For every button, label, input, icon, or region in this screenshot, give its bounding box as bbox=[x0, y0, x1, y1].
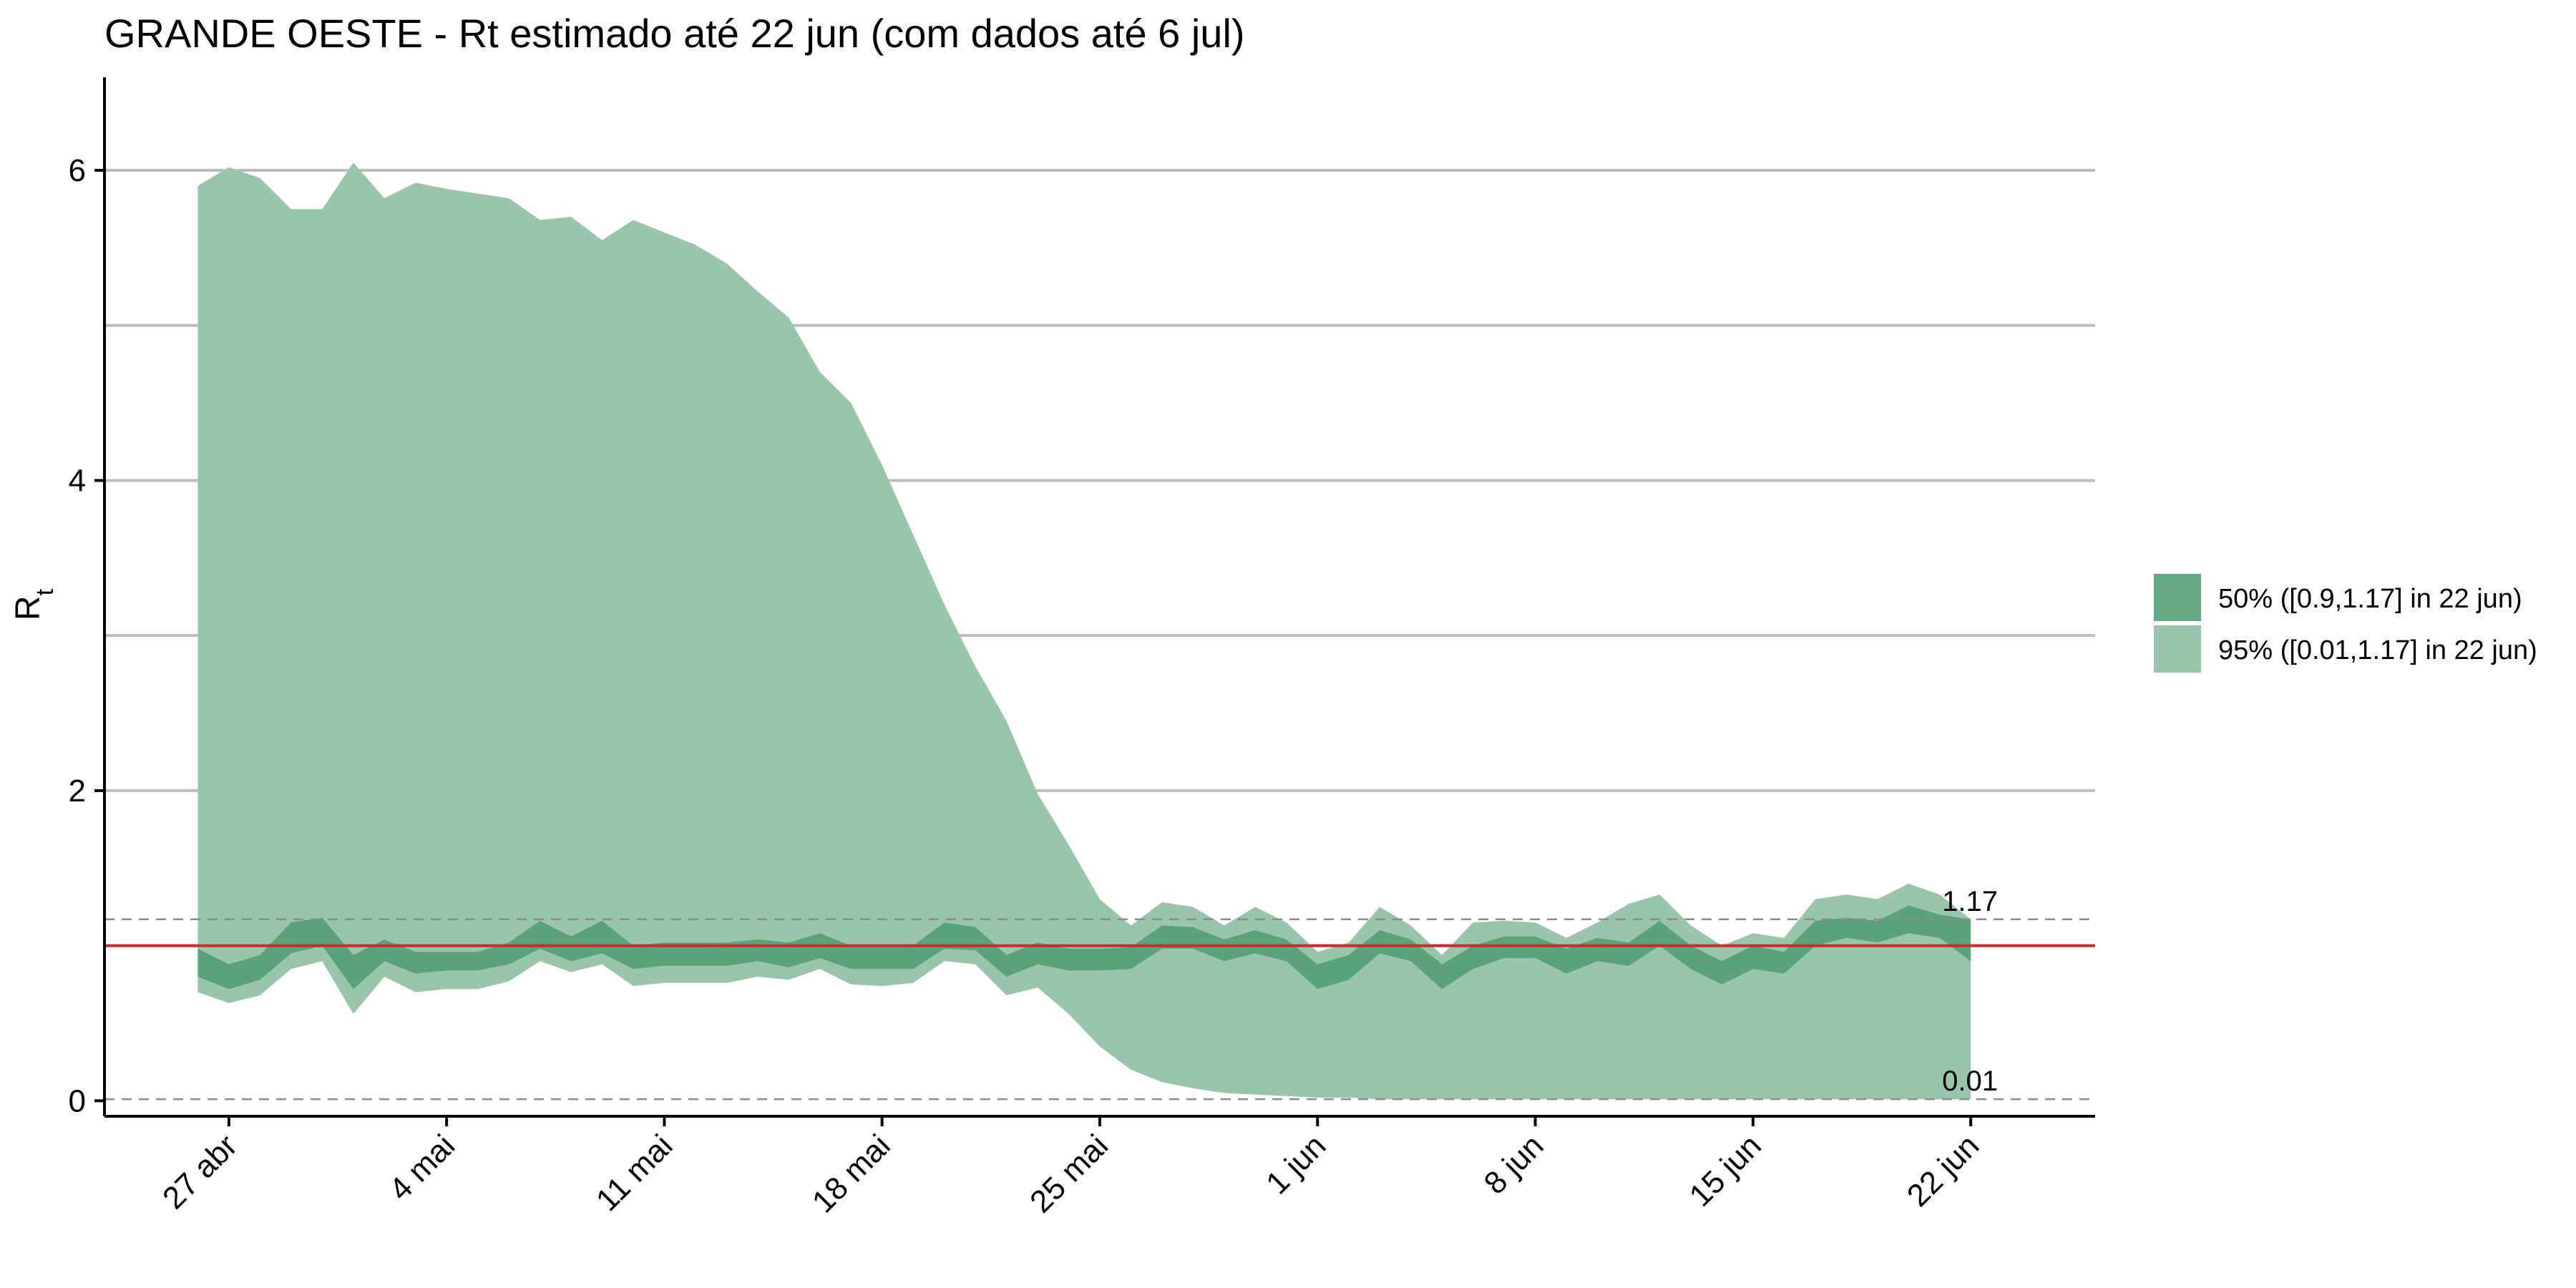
y-axis-label-subscript: t bbox=[31, 588, 59, 595]
legend: 50% ([0.9,1.17] in 22 jun) 95% ([0.01,1.1… bbox=[2154, 574, 2537, 673]
y-ticks: 0 2 4 6 bbox=[69, 153, 104, 1118]
x-tick-label: 8 jun bbox=[1478, 1128, 1551, 1201]
x-tick-label: 4 mai bbox=[382, 1128, 462, 1207]
band-95-percent bbox=[197, 162, 1971, 1100]
legend-swatch bbox=[2154, 574, 2201, 621]
x-tick-label: 15 jun bbox=[1682, 1128, 1767, 1213]
legend-label: 95% ([0.01,1.17] in 22 jun) bbox=[2218, 635, 2537, 665]
x-tick-label: 25 mai bbox=[1023, 1128, 1115, 1219]
y-tick-label: 2 bbox=[69, 774, 86, 809]
y-tick-label: 0 bbox=[69, 1083, 86, 1118]
x-ticks: 27 abr 4 mai 11 mai 18 mai 25 mai 1 jun 8 jun 1… bbox=[156, 1116, 1986, 1219]
y-axis-label-main: R bbox=[9, 595, 47, 620]
chart-title: GRANDE OESTE - Rt estimado até 22 jun (c… bbox=[104, 11, 1245, 56]
dashed-line-label: 0.01 bbox=[1942, 1065, 1998, 1097]
band-50-area bbox=[197, 905, 1971, 990]
y-tick-label: 4 bbox=[69, 463, 86, 498]
x-tick-label: 11 mai bbox=[590, 1128, 680, 1218]
y-axis-label: Rt bbox=[9, 588, 59, 620]
legend-swatch bbox=[2154, 625, 2201, 673]
x-tick-label: 1 jun bbox=[1259, 1128, 1332, 1201]
dashed-line-label: 1.17 bbox=[1942, 886, 1998, 917]
y-tick-label: 6 bbox=[69, 153, 86, 188]
reference-lines: 1.17 0.01 bbox=[104, 886, 2095, 1101]
x-tick-label: 27 abr bbox=[156, 1128, 244, 1216]
legend-label: 50% ([0.9,1.17] in 22 jun) bbox=[2218, 584, 2522, 614]
x-tick-label: 22 jun bbox=[1901, 1128, 1986, 1213]
band-50-percent bbox=[197, 905, 1971, 990]
band-95-area bbox=[197, 162, 1971, 1100]
x-tick-label: 18 mai bbox=[806, 1128, 897, 1219]
